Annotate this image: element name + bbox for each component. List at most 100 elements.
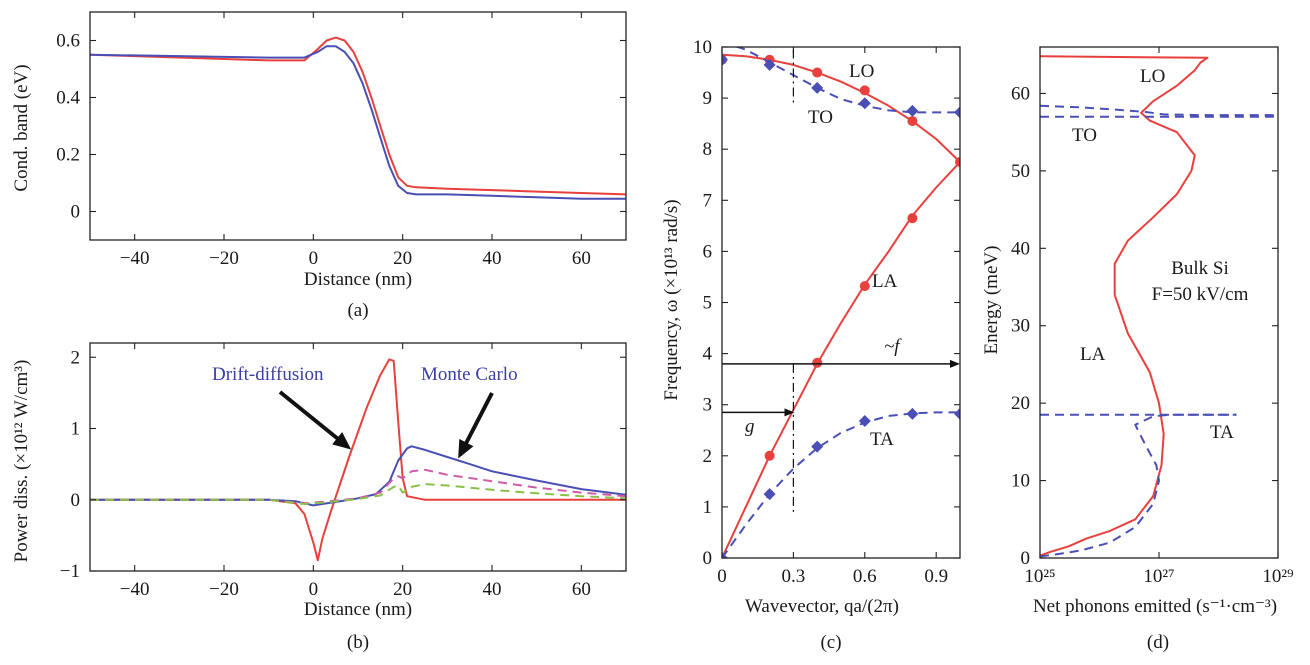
panel-c-ytick-label: 10 — [693, 37, 712, 58]
panel-c-series-ta — [722, 411, 960, 558]
panel-c-point-ta-points — [763, 488, 776, 501]
panel-c-point-to-points — [858, 97, 871, 110]
panel-c-xtick-label: 0 — [717, 566, 727, 587]
panel-a-ytick-label: 0.4 — [56, 88, 80, 109]
panel-c-series-to — [734, 47, 960, 114]
panel-d-ytick-label: 40 — [1011, 238, 1030, 259]
d-la-label: LA — [1080, 344, 1106, 365]
panel-b-xtick-label: 20 — [393, 579, 412, 600]
monte-carlo-arrow — [458, 392, 494, 459]
la-label: LA — [872, 271, 898, 292]
panel-d-xlabel: Net phonons emitted (s⁻¹·cm⁻³) — [1033, 596, 1277, 617]
panel-b-ytick-label: 0 — [71, 490, 81, 511]
panel-b-series-magenta-2 — [90, 468, 626, 505]
panel-c-point-lo-points — [812, 67, 823, 78]
panel-c-ytick-label: 6 — [703, 241, 713, 262]
panel-b-frame — [89, 342, 627, 572]
panel-c-ytick-label: 8 — [703, 139, 713, 160]
drift-diffusion-label: Drift-diffusion — [212, 364, 324, 385]
panel-c-point-lo-points — [859, 85, 870, 96]
panel-b-xtick-label: 0 — [309, 579, 319, 600]
panel-d-ytick-label: 0 — [1021, 548, 1031, 569]
panel-a-conduction-band: −40 −20 0 20 40 60 0 0.2 0.4 0.6 Distance (nm) Co… — [11, 11, 627, 321]
panel-c-point-la-points — [764, 450, 775, 461]
panel-a-ylabel: Cond. band (eV) — [11, 64, 32, 191]
d-ta-label: TA — [1210, 422, 1234, 443]
panel-c-point-ta-points — [906, 407, 919, 420]
panel-d-ytick-label: 50 — [1011, 161, 1030, 182]
panel-c-ytick-label: 5 — [703, 293, 713, 314]
panel-b-curves — [90, 358, 626, 562]
panel-b-series-drift-diffusion — [90, 358, 626, 562]
panel-d-series-to — [1040, 104, 1278, 117]
panel-c-point-la-points — [812, 357, 823, 368]
panel-a-axes: −40 −20 0 20 40 60 0 0.2 0.4 0.6 — [56, 12, 626, 269]
drift-diffusion-arrow — [278, 390, 352, 450]
panel-d-letter: (d) — [1147, 632, 1169, 653]
panel-a-curves — [90, 36, 626, 200]
panel-d-ytick-label: 60 — [1011, 83, 1030, 104]
panel-c-plot-area — [722, 47, 960, 558]
panel-d-plot-area — [1040, 55, 1278, 558]
panel-c-xlabel: Wavevector, qa/(2π) — [745, 596, 899, 617]
panel-b-ytick-label: −1 — [60, 561, 80, 582]
panel-b-ytick-label: 2 — [71, 347, 81, 368]
panel-c-point-ta-points — [722, 552, 728, 558]
panel-a-series-red-0 — [90, 36, 626, 196]
panel-b-xlabel: Distance (nm) — [304, 599, 412, 620]
panel-c-series-lo — [722, 53, 960, 163]
panel-d-ytick-label: 30 — [1011, 316, 1030, 337]
panel-c-ylabel: Frequency, ω (×10¹³ rad/s) — [661, 199, 682, 400]
panel-c-point-to-points — [954, 106, 960, 119]
panel-d-axes: 10²⁵ 10²⁷ 10²⁹ 0 10 20 30 40 50 60 — [1011, 47, 1294, 587]
panel-b-axes: −40 −20 0 20 40 60 −1 0 1 2 — [60, 343, 626, 600]
to-label: TO — [808, 107, 833, 128]
panel-c-ytick-label: 7 — [703, 190, 713, 211]
panel-b-ylabel: Power diss. (×10¹² W/cm³) — [11, 360, 32, 563]
panel-c-xtick-label: 0.6 — [853, 566, 877, 587]
panel-a-xlabel: Distance (nm) — [304, 269, 412, 290]
panel-c-ytick-label: 4 — [703, 344, 713, 365]
panel-c-curves — [722, 47, 960, 558]
panel-b-series-monte-carlo — [90, 445, 626, 507]
panel-a-xtick-label: 20 — [393, 248, 412, 269]
panel-c-ytick-label: 3 — [703, 395, 713, 416]
panel-d-xtick-label: 10²⁵ — [1024, 566, 1055, 587]
panel-b-xtick-label: 40 — [483, 579, 502, 600]
panel-a-series-blue-1 — [90, 45, 626, 200]
panel-b-power-dissipation: −40 −20 0 20 40 60 −1 0 1 2 Drift-diffusion Monte… — [11, 342, 627, 653]
panel-b-plot-area — [90, 358, 626, 562]
panel-a-ytick-label: 0.2 — [56, 145, 80, 166]
panel-a-xtick-label: −20 — [209, 248, 239, 269]
panel-b-ytick-label: 1 — [71, 419, 81, 440]
panel-c-point-la-points — [907, 213, 918, 224]
panel-b-xtick-label: −20 — [209, 579, 239, 600]
panel-b-series-green-3 — [90, 483, 626, 505]
panel-a-xtick-label: 0 — [309, 248, 319, 269]
panel-c-point-la-points — [859, 281, 870, 292]
panel-c-letter: (c) — [820, 632, 841, 653]
panel-a-ytick-label: 0 — [71, 202, 81, 223]
panel-d-ytick-label: 10 — [1011, 471, 1030, 492]
ta-label: TA — [870, 429, 894, 450]
panel-a-frame — [89, 11, 627, 241]
panel-c-series-la — [722, 161, 960, 558]
panel-c-ytick-label: 1 — [703, 497, 713, 518]
d-lo-label: LO — [1140, 66, 1165, 87]
panel-d-ytick-label: 20 — [1011, 393, 1030, 414]
d-to-label: TO — [1072, 125, 1097, 146]
panel-c-point-ta-points — [811, 440, 824, 453]
panel-d-curves — [1040, 55, 1278, 558]
panel-c-ytick-label: 9 — [703, 88, 713, 109]
panel-c-point-to-points — [763, 58, 776, 71]
lo-label: LO — [849, 61, 874, 82]
panel-a-ytick-label: 0.6 — [56, 31, 80, 52]
panel-c-ytick-label: 2 — [703, 446, 713, 467]
panel-c-point-to-points — [906, 104, 919, 117]
panel-a-letter: (a) — [347, 300, 368, 321]
bulk-si-label: Bulk Si — [1171, 258, 1229, 279]
panel-c-point-ta-points — [954, 407, 960, 420]
panel-a-xtick-label: −40 — [120, 248, 150, 269]
